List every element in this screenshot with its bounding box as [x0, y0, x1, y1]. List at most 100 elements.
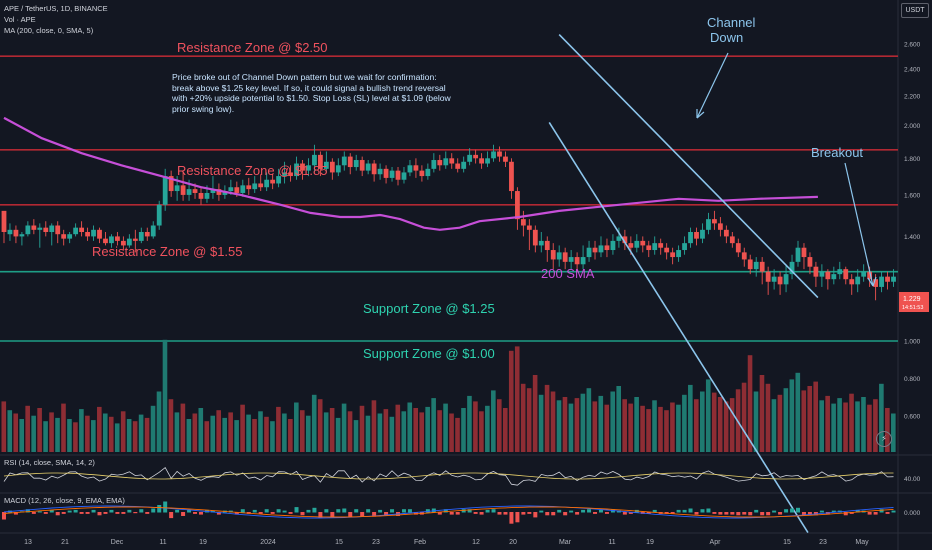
candle-body [735, 243, 741, 253]
volume-bar [25, 405, 30, 452]
volume-bar [252, 419, 257, 452]
volume-bar [741, 382, 747, 452]
currency-button[interactable]: USDT [901, 3, 929, 18]
volume-bar [485, 405, 490, 452]
candle-body [282, 172, 287, 177]
macd-bar [473, 512, 478, 514]
rsi-legend[interactable]: RSI (14, close, SMA, 14, 2) [4, 458, 95, 467]
candle-body [783, 274, 789, 285]
candle-body [676, 250, 681, 258]
volume-bar [532, 375, 538, 452]
candle-body [73, 227, 79, 235]
volume-bar [867, 404, 872, 452]
macd-bar [55, 512, 60, 516]
macd-bar [342, 508, 347, 513]
macd-bar [670, 512, 675, 514]
candle-body [723, 229, 729, 237]
macd-bar [318, 512, 323, 519]
price-candles [1, 144, 896, 301]
macd-bar [598, 509, 603, 513]
volume-bar [807, 386, 813, 452]
macd-bar [413, 512, 418, 515]
macd-bar [312, 507, 317, 513]
candle-body [228, 187, 234, 192]
price-tick: 0.600 [904, 413, 921, 420]
candle-body [604, 245, 610, 251]
candle-body [97, 229, 102, 239]
sma-200-line [3, 116, 818, 231]
macd-bar [360, 512, 365, 517]
volume-bar [455, 417, 460, 452]
candle-body [174, 185, 180, 192]
volume-bar [467, 395, 472, 452]
macd-bar [676, 509, 681, 513]
macd-bar [778, 512, 783, 515]
lightning-icon[interactable]: ⚡ [876, 431, 892, 447]
symbol-legend[interactable]: APE / TetherUS, 1D, BINANCE [4, 4, 108, 13]
candle-body [640, 240, 646, 246]
time-tick: May [855, 539, 869, 546]
volume-bar [13, 413, 19, 452]
macd-bar [748, 512, 753, 516]
candle-body [861, 271, 867, 277]
macd-bar [724, 512, 729, 515]
key-levels [0, 55, 898, 342]
volume-bars [1, 339, 896, 452]
macd-bar [258, 512, 263, 514]
macd-bar [145, 512, 150, 514]
time-tick: 2024 [260, 539, 276, 546]
macd-bar [790, 508, 795, 513]
macd-bar [867, 512, 872, 515]
volume-bar [789, 379, 795, 452]
volume-bar [144, 417, 150, 452]
candle-body [162, 176, 168, 205]
volume-legend[interactable]: Vol · APE [4, 15, 36, 24]
candle-body [437, 160, 443, 166]
volume-bar [556, 400, 562, 452]
candle-body [467, 154, 473, 162]
macd-bar [199, 512, 203, 515]
macd-bar [366, 509, 371, 513]
candle-body [401, 172, 407, 180]
volume-bar [49, 412, 54, 452]
candle-body [103, 238, 108, 244]
volume-bar [855, 401, 860, 452]
volume-bar [186, 419, 192, 452]
volume-bar [377, 413, 383, 452]
volume-bar [813, 381, 819, 452]
candle-body [1, 210, 7, 233]
macd-bar [593, 512, 598, 514]
macd-bar [891, 510, 896, 513]
macd-bar [91, 509, 96, 513]
volume-bar [341, 403, 347, 452]
macd-bar [509, 512, 514, 524]
macd-bar [706, 508, 711, 513]
macd-bar [25, 509, 30, 513]
candle-body [652, 243, 658, 251]
volume-bar [264, 416, 269, 452]
macd-bar [324, 509, 329, 513]
candle-body [568, 257, 574, 262]
candle-body [353, 160, 359, 168]
candle-body [503, 156, 508, 162]
price-axis: 2.600 2.400 2.200 2.000 1.800 1.600 1.400 1.000… [904, 42, 921, 421]
macd-bar [879, 509, 884, 513]
candle-body [216, 189, 222, 195]
resistance-250-label: Resistance Zone @ $2.50 [177, 40, 328, 55]
candle-body [544, 240, 550, 251]
candle-body [789, 261, 795, 275]
candle-body [658, 243, 664, 248]
current-price-tag [899, 292, 929, 312]
ma-legend[interactable]: MA (200, close, 0, SMA, 5) [4, 26, 94, 35]
macd-bar [700, 509, 705, 513]
macd-bar [628, 512, 633, 514]
macd-bar [175, 509, 180, 513]
candle-body [443, 158, 449, 166]
volume-bar [97, 406, 102, 452]
volume-bar [437, 410, 442, 452]
macd-bar [31, 512, 36, 514]
channel-upper-line [558, 34, 819, 299]
macd-bar [754, 509, 759, 513]
macd-legend[interactable]: MACD (12, 26, close, 9, EMA, EMA) [4, 496, 125, 505]
